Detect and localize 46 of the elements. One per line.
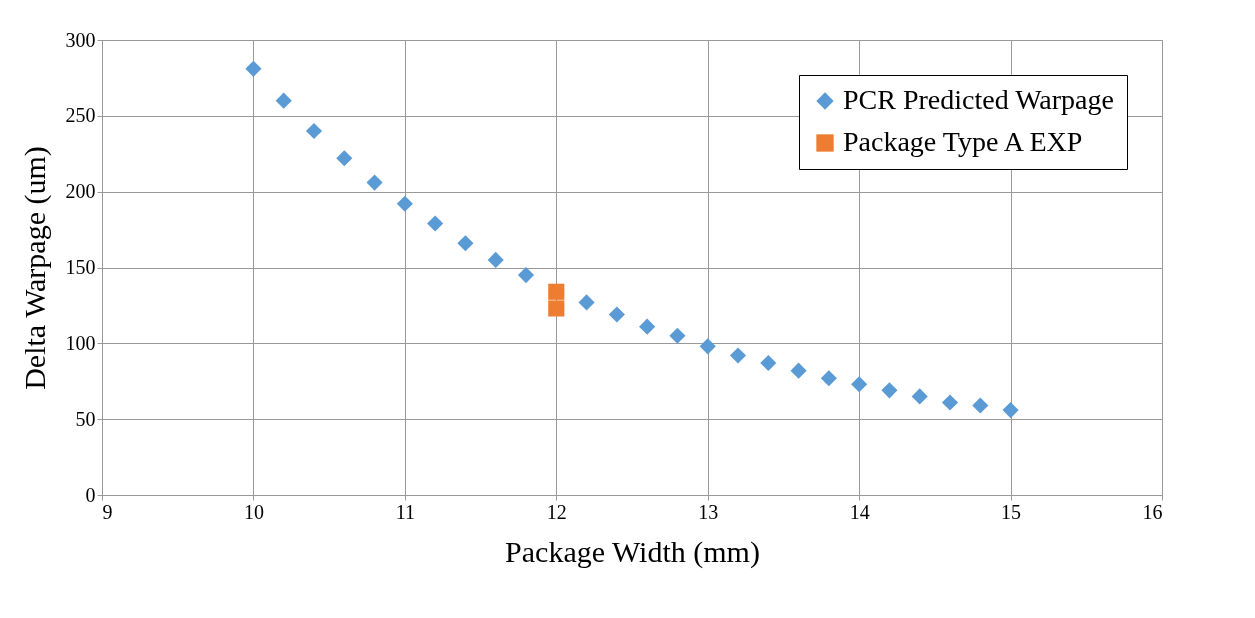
point [336, 150, 353, 167]
point [941, 394, 959, 411]
point [729, 347, 747, 364]
point [548, 300, 565, 317]
y-tick-label: 0 [85, 483, 96, 506]
x-tick-label: 16 [1142, 500, 1163, 523]
point [366, 174, 383, 191]
x-tick-label: 13 [698, 500, 719, 523]
x-tick-label: 11 [395, 500, 415, 523]
x-tick-label: 12 [546, 500, 567, 523]
point [578, 294, 595, 311]
point [548, 283, 565, 300]
y-tick-label: 100 [65, 331, 96, 354]
point [457, 235, 474, 252]
x-tick-label: 9 [102, 500, 113, 523]
y-tick-label: 50 [75, 407, 96, 430]
legend-label: PCR Predicted Warpage [843, 84, 1114, 115]
point [517, 267, 535, 284]
point [669, 327, 686, 344]
point [972, 397, 989, 414]
point [881, 382, 898, 399]
point [427, 215, 444, 232]
y-tick-label: 150 [65, 256, 96, 278]
point [790, 362, 807, 379]
point [396, 195, 413, 212]
point [1002, 402, 1019, 419]
point [760, 354, 777, 372]
point [608, 306, 625, 323]
y-tick-label: 200 [65, 180, 96, 203]
point [820, 370, 837, 387]
point [305, 122, 323, 140]
point [851, 376, 868, 393]
point [275, 92, 292, 109]
point [639, 318, 656, 335]
y-tick-label: 300 [65, 28, 96, 51]
x-axis-title: Package Width (mm) [505, 534, 760, 569]
point [245, 60, 262, 77]
point [911, 388, 928, 405]
y-axis-title: Delta Warpage (um) [17, 146, 52, 390]
legend-label: Package Type A EXP [843, 126, 1083, 157]
x-tick-label: 10 [243, 500, 264, 523]
point [487, 251, 504, 268]
x-tick-label: 15 [1001, 500, 1022, 523]
y-tick-label: 250 [65, 104, 96, 127]
x-tick-label: 14 [849, 500, 870, 523]
point [699, 338, 716, 355]
